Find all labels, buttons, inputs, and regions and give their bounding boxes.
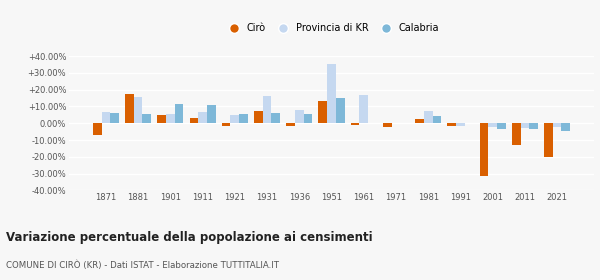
Bar — [101, 112, 110, 123]
Text: Variazione percentuale della popolazione ai censimenti: Variazione percentuale della popolazione… — [6, 231, 373, 244]
Bar — [230, 115, 239, 123]
Bar — [125, 94, 134, 123]
Bar — [175, 104, 184, 123]
Bar — [562, 123, 570, 131]
Bar — [271, 113, 280, 123]
Bar — [198, 112, 207, 123]
Bar — [479, 123, 488, 176]
Bar — [415, 119, 424, 123]
Bar — [512, 123, 521, 145]
Bar — [110, 113, 119, 123]
Bar — [553, 123, 562, 127]
Bar — [157, 115, 166, 123]
Bar — [319, 101, 327, 123]
Bar — [433, 116, 441, 123]
Bar — [304, 114, 313, 123]
Bar — [207, 105, 215, 123]
Bar — [544, 123, 553, 157]
Bar — [448, 123, 456, 126]
Bar — [222, 123, 230, 126]
Bar — [93, 123, 101, 135]
Bar — [424, 111, 433, 123]
Bar — [456, 123, 465, 126]
Bar — [336, 98, 344, 123]
Bar — [263, 96, 271, 123]
Bar — [254, 111, 263, 123]
Bar — [166, 114, 175, 123]
Legend: Cirò, Provincia di KR, Calabria: Cirò, Provincia di KR, Calabria — [224, 23, 439, 33]
Bar — [497, 123, 506, 129]
Text: COMUNE DI CIRÒ (KR) - Dati ISTAT - Elaborazione TUTTITALIA.IT: COMUNE DI CIRÒ (KR) - Dati ISTAT - Elabo… — [6, 260, 279, 270]
Bar — [286, 123, 295, 126]
Bar — [359, 95, 368, 123]
Bar — [142, 114, 151, 123]
Bar — [383, 123, 392, 127]
Bar — [529, 123, 538, 129]
Bar — [350, 123, 359, 125]
Bar — [521, 123, 529, 128]
Bar — [190, 118, 198, 123]
Bar — [488, 123, 497, 127]
Bar — [295, 110, 304, 123]
Bar — [239, 114, 248, 123]
Bar — [134, 97, 142, 123]
Bar — [327, 64, 336, 123]
